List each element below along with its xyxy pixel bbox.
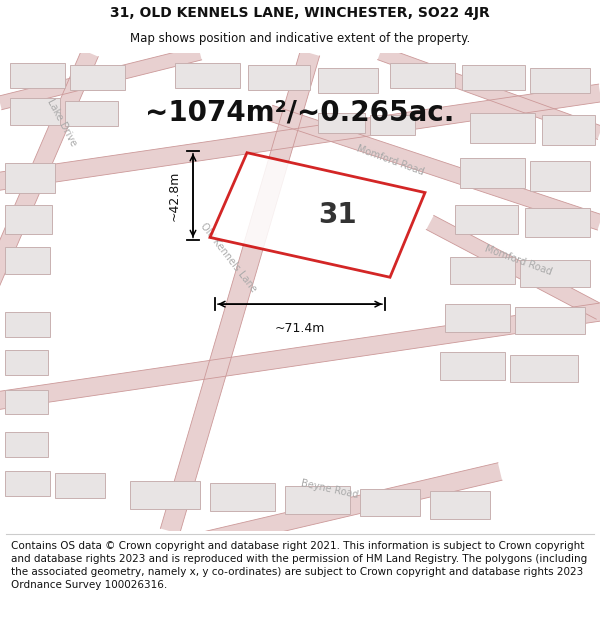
Polygon shape <box>426 216 600 319</box>
Text: ~42.8m: ~42.8m <box>168 171 181 221</box>
Polygon shape <box>0 462 502 600</box>
Polygon shape <box>470 113 535 142</box>
Polygon shape <box>130 481 200 509</box>
Polygon shape <box>0 46 202 110</box>
Polygon shape <box>430 491 490 519</box>
Polygon shape <box>10 63 65 88</box>
Polygon shape <box>445 304 510 332</box>
Polygon shape <box>210 152 425 278</box>
Text: 31: 31 <box>319 201 358 229</box>
Text: Contains OS data © Crown copyright and database right 2021. This information is : Contains OS data © Crown copyright and d… <box>11 541 587 590</box>
Polygon shape <box>175 63 240 88</box>
Text: Map shows position and indicative extent of the property.: Map shows position and indicative extent… <box>130 32 470 45</box>
Text: Momford Road: Momford Road <box>355 144 425 177</box>
Polygon shape <box>160 51 320 534</box>
Polygon shape <box>210 484 275 511</box>
Polygon shape <box>510 355 578 382</box>
Polygon shape <box>5 248 50 274</box>
Polygon shape <box>65 101 118 126</box>
Polygon shape <box>5 204 52 234</box>
Polygon shape <box>285 486 350 514</box>
Polygon shape <box>318 68 378 93</box>
Polygon shape <box>370 115 415 135</box>
Polygon shape <box>460 158 525 188</box>
Polygon shape <box>360 489 420 516</box>
Polygon shape <box>440 352 505 380</box>
Polygon shape <box>377 47 600 139</box>
Polygon shape <box>5 390 48 414</box>
Polygon shape <box>248 65 310 90</box>
Polygon shape <box>5 312 50 337</box>
Polygon shape <box>462 65 525 90</box>
Polygon shape <box>5 471 50 496</box>
Polygon shape <box>530 68 590 93</box>
Polygon shape <box>450 258 515 284</box>
Polygon shape <box>268 106 600 230</box>
Polygon shape <box>5 432 48 456</box>
Text: Old Kennels Lane: Old Kennels Lane <box>198 221 258 294</box>
Polygon shape <box>0 49 98 336</box>
Polygon shape <box>0 84 600 191</box>
Polygon shape <box>55 474 105 498</box>
Text: ~71.4m: ~71.4m <box>275 322 325 335</box>
Text: Momford Road: Momford Road <box>483 244 553 277</box>
Polygon shape <box>5 350 48 375</box>
Polygon shape <box>520 260 590 288</box>
Polygon shape <box>5 162 55 192</box>
Polygon shape <box>70 65 125 90</box>
Polygon shape <box>515 307 585 334</box>
Polygon shape <box>318 113 365 132</box>
Polygon shape <box>525 208 590 238</box>
Polygon shape <box>455 204 518 234</box>
Polygon shape <box>390 63 455 88</box>
Text: Lake Drive: Lake Drive <box>46 98 79 148</box>
Polygon shape <box>530 161 590 191</box>
Text: Beyne Road: Beyne Road <box>301 479 359 501</box>
Polygon shape <box>10 98 60 125</box>
Polygon shape <box>0 303 600 411</box>
Text: 31, OLD KENNELS LANE, WINCHESTER, SO22 4JR: 31, OLD KENNELS LANE, WINCHESTER, SO22 4… <box>110 6 490 20</box>
Text: ~1074m²/~0.265ac.: ~1074m²/~0.265ac. <box>145 99 455 127</box>
Polygon shape <box>542 115 595 145</box>
